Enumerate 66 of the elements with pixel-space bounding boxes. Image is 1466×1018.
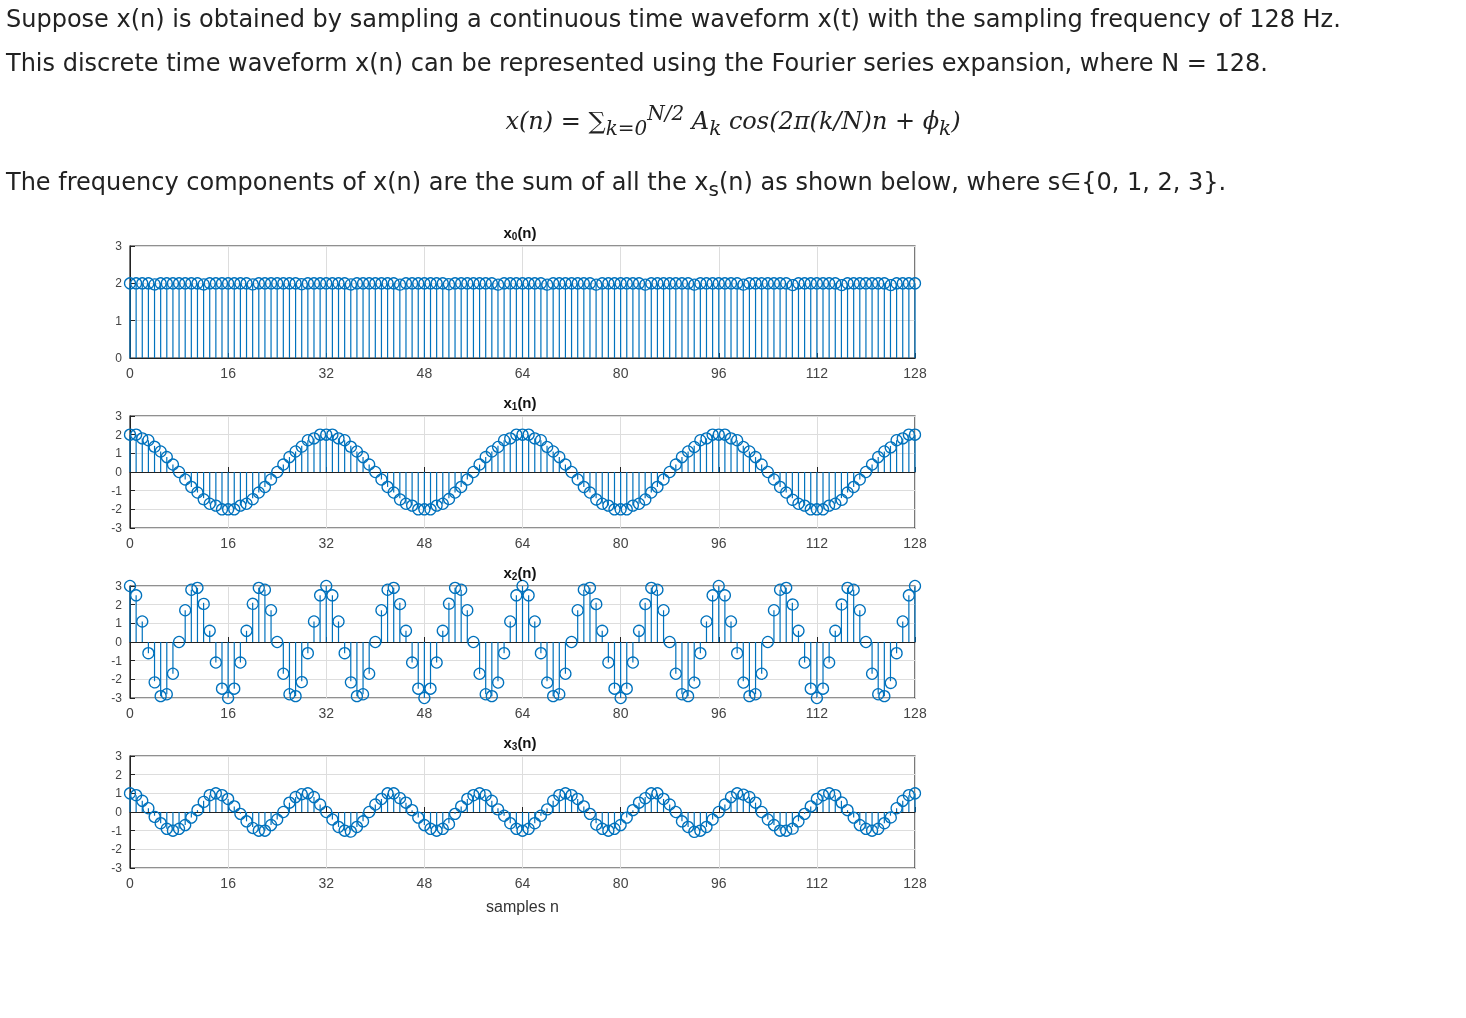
y-tick-label: 2 (115, 275, 123, 290)
x-tick-label: 16 (220, 704, 237, 721)
x-tick-label: 32 (318, 874, 335, 891)
y-tick-label: 3 (115, 748, 123, 763)
x-tick-label: 112 (805, 534, 829, 551)
x-tick-label: 0 (126, 704, 135, 721)
y-tick-label: 1 (115, 313, 123, 328)
y-tick-label: -2 (111, 841, 123, 856)
y-tick-label: 1 (115, 615, 123, 630)
x-tick-label: 16 (220, 874, 237, 891)
text: x(n) = ∑$_{k=0}$$^{N/2}$ A$_{k}$ cos(2π(k/N)n + ϕ$_{k}$) (504, 100, 962, 142)
x-tick-label: 0 (126, 874, 135, 891)
x-tick-label: 48 (416, 874, 433, 891)
x-tick-label: 16 (220, 534, 237, 551)
y-tick-label: -1 (111, 823, 123, 838)
x-tick-label: 32 (318, 534, 335, 551)
x-tick-label: 80 (612, 874, 629, 891)
y-tick-label: -3 (111, 860, 123, 875)
y-tick-label: 3 (115, 408, 123, 423)
y-tick-label: 0 (115, 634, 123, 649)
y-tick-label: 0 (115, 804, 123, 819)
x-tick-label: 48 (416, 534, 433, 551)
x-tick-label: 128 (903, 364, 927, 381)
y-tick-label: -1 (111, 653, 123, 668)
x-axis-title: samples n (486, 897, 559, 915)
y-tick-label: -3 (111, 690, 123, 705)
y-tick-label: 2 (115, 427, 123, 442)
x-tick-label: 112 (805, 704, 829, 721)
x-tick-label: 96 (710, 704, 727, 721)
x-tick-label: 96 (710, 534, 727, 551)
x-tick-label: 128 (903, 874, 927, 891)
x-tick-label: 64 (514, 364, 531, 381)
y-tick-label: 2 (115, 767, 123, 782)
y-tick-label: 0 (115, 464, 123, 479)
x-tick-label: 0 (126, 364, 135, 381)
x-tick-label: 48 (416, 364, 433, 381)
x-tick-label: 80 (612, 364, 629, 381)
y-tick-label: -2 (111, 501, 123, 516)
x-tick-label: 32 (318, 704, 335, 721)
y-tick-label: 1 (115, 445, 123, 460)
y-tick-label: -3 (111, 520, 123, 535)
text: The frequency components of x(n) are the sum of all the x$_{s}$(n) as shown below, where s∈{0, 1, 2, 3}. (6, 166, 1228, 203)
y-tick-label: 3 (115, 578, 123, 593)
text: Suppose x(n) is obtained by sampling a continuous time waveform x(t) with the sampling frequency of 128 Hz. (6, 4, 1342, 35)
x-tick-label: 128 (903, 534, 927, 551)
x-tick-label: 96 (710, 874, 727, 891)
x-tick-label: 128 (903, 704, 927, 721)
y-tick-label: 0 (115, 350, 123, 365)
y-tick-label: -2 (111, 671, 123, 686)
y-tick-label: 2 (115, 597, 123, 612)
x-tick-label: 96 (710, 364, 727, 381)
x-tick-label: 80 (612, 534, 629, 551)
y-tick-label: 1 (115, 785, 123, 800)
x-tick-label: 112 (805, 364, 829, 381)
x-tick-label: 48 (416, 704, 433, 721)
x-tick-label: 16 (220, 364, 237, 381)
x-tick-label: 64 (514, 874, 531, 891)
y-tick-label: -1 (111, 483, 123, 498)
y-tick-label: 3 (115, 238, 123, 253)
x-tick-label: 32 (318, 364, 335, 381)
x-tick-label: 64 (514, 534, 531, 551)
x-tick-label: 80 (612, 704, 629, 721)
text: This discrete time waveform x(n) can be represented using the Fourier series expansion, where N = 128. (6, 48, 1269, 79)
x-tick-label: 112 (805, 874, 829, 891)
x-tick-label: 64 (514, 704, 531, 721)
x-tick-label: 0 (126, 534, 135, 551)
